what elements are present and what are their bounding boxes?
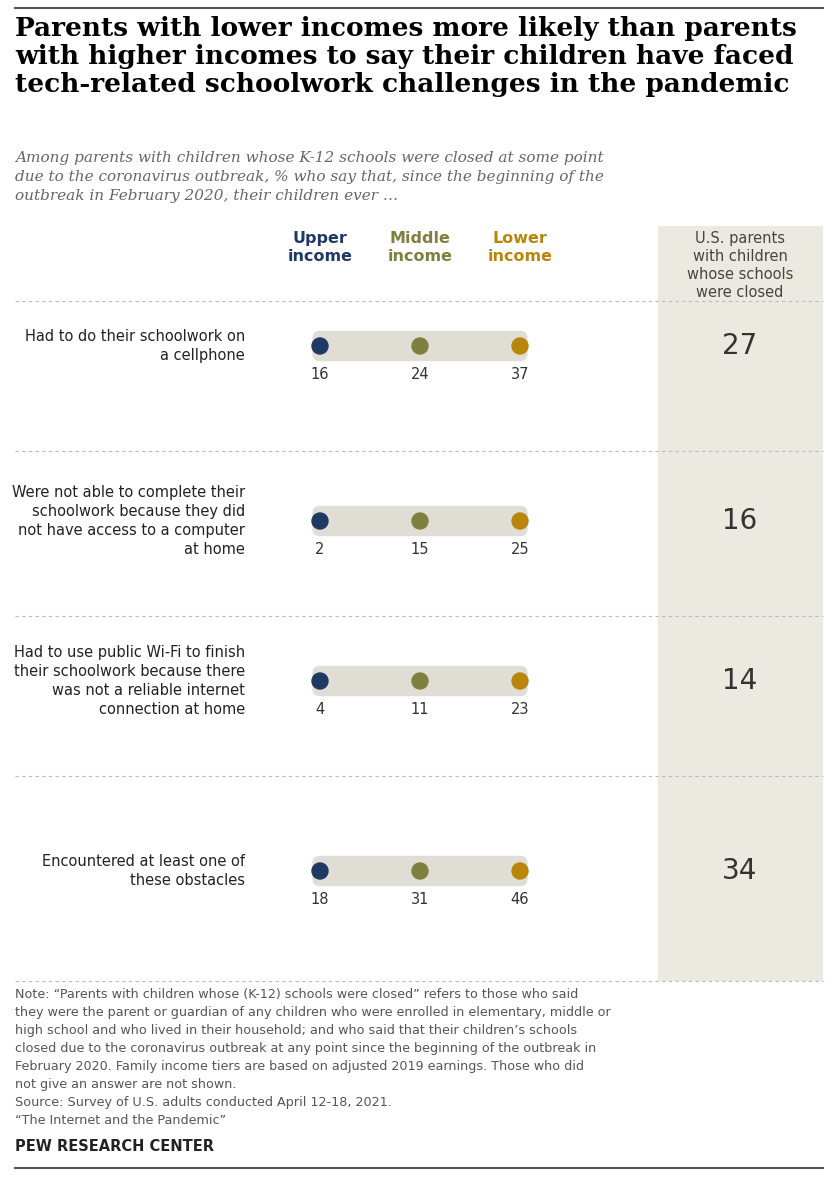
Text: Had to use public Wi-Fi to finish
their schoolwork because there
was not a relia: Had to use public Wi-Fi to finish their … <box>14 645 245 718</box>
Text: 25: 25 <box>510 542 530 557</box>
Text: 2: 2 <box>315 542 324 557</box>
Text: 24: 24 <box>411 366 429 382</box>
Text: Middle
income: Middle income <box>387 231 453 264</box>
Text: Among parents with children whose K-12 schools were closed at some point
due to : Among parents with children whose K-12 s… <box>15 151 604 203</box>
Circle shape <box>412 863 428 879</box>
Text: 23: 23 <box>510 702 530 718</box>
Text: Lower
income: Lower income <box>488 231 552 264</box>
Circle shape <box>312 863 328 879</box>
Text: 34: 34 <box>722 857 758 885</box>
Text: 15: 15 <box>411 542 429 557</box>
Text: 16: 16 <box>311 366 329 382</box>
Circle shape <box>512 338 528 353</box>
Text: PEW RESEARCH CENTER: PEW RESEARCH CENTER <box>15 1139 214 1154</box>
Text: 4: 4 <box>315 702 324 718</box>
Text: Upper
income: Upper income <box>287 231 353 264</box>
Text: 46: 46 <box>510 892 530 907</box>
FancyBboxPatch shape <box>313 665 528 696</box>
Circle shape <box>512 514 528 529</box>
Text: 27: 27 <box>722 332 758 361</box>
Text: 37: 37 <box>510 366 530 382</box>
Text: 31: 31 <box>411 892 429 907</box>
Circle shape <box>412 672 428 689</box>
Circle shape <box>312 672 328 689</box>
Text: U.S. parents
with children
whose schools
were closed: U.S. parents with children whose schools… <box>687 231 794 300</box>
FancyBboxPatch shape <box>313 856 528 886</box>
Circle shape <box>412 338 428 353</box>
Text: 14: 14 <box>722 667 758 695</box>
Text: 16: 16 <box>722 506 758 535</box>
Circle shape <box>312 338 328 353</box>
Text: 11: 11 <box>411 702 429 718</box>
Text: Note: “Parents with children whose (K-12) schools were closed” refers to those w: Note: “Parents with children whose (K-12… <box>15 988 611 1127</box>
FancyBboxPatch shape <box>658 227 823 981</box>
Circle shape <box>512 672 528 689</box>
Text: Encountered at least one of
these obstacles: Encountered at least one of these obstac… <box>42 854 245 888</box>
FancyBboxPatch shape <box>313 505 528 536</box>
Text: Were not able to complete their
schoolwork because they did
not have access to a: Were not able to complete their schoolwo… <box>12 485 245 557</box>
Circle shape <box>412 514 428 529</box>
FancyBboxPatch shape <box>313 331 528 362</box>
Text: 18: 18 <box>311 892 329 907</box>
Circle shape <box>312 514 328 529</box>
Text: Had to do their schoolwork on
a cellphone: Had to do their schoolwork on a cellphon… <box>25 329 245 363</box>
Text: Parents with lower incomes more likely than parents
with higher incomes to say t: Parents with lower incomes more likely t… <box>15 15 797 97</box>
Circle shape <box>512 863 528 879</box>
